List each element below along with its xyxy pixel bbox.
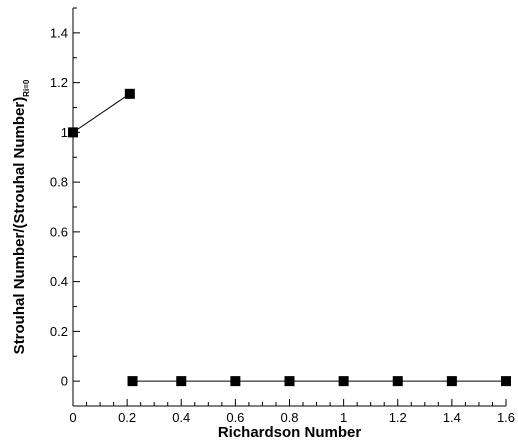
series-line <box>72 93 131 133</box>
data-point <box>284 376 295 387</box>
x-tick-label: 0.2 <box>118 410 136 425</box>
x-tick-label: 0 <box>69 410 76 425</box>
axes <box>72 8 506 407</box>
y-tick-label: 1.2 <box>50 75 68 90</box>
y-tick-label: 1 <box>61 125 68 140</box>
y-tick-label: 0.6 <box>50 224 68 239</box>
x-tick-label: 1.4 <box>443 410 461 425</box>
x-tick-label: 1 <box>340 410 347 425</box>
data-point <box>230 376 241 387</box>
ticks: 0 0.2 0.4 0.6 0.8 1 1.2 1.4 0 0.2 0.4 0.6 0.8 1 1.2 1.4… <box>50 7 515 425</box>
plot-area <box>68 88 511 387</box>
y-axis-title-subscript: Ri=0 <box>22 79 31 97</box>
x-tick-label: 0.6 <box>226 410 244 425</box>
data-point <box>446 376 457 387</box>
data-point <box>501 376 511 387</box>
y-tick-label: 0.2 <box>50 324 68 339</box>
data-point <box>392 376 403 387</box>
x-tick-label: 0.4 <box>172 410 190 425</box>
data-point <box>176 376 187 387</box>
x-tick-label: 0.8 <box>280 410 298 425</box>
y-axis-title-main: Strouhal Number/(Strouhal Number) <box>11 97 28 355</box>
y-tick-label: 0 <box>61 374 68 389</box>
x-tick-label: 1.6 <box>497 410 515 425</box>
y-tick-label: 1.4 <box>50 25 68 40</box>
y-tick-label: 0.8 <box>50 175 68 190</box>
data-point <box>338 376 349 387</box>
x-tick-label: 1.2 <box>389 410 407 425</box>
x-axis-title: Richardson Number <box>218 424 362 441</box>
data-point <box>124 88 135 99</box>
data-point <box>127 376 138 387</box>
data-point <box>68 127 78 138</box>
y-axis-title: Strouhal Number/(Strouhal Number)Ri=0 <box>11 79 31 354</box>
y-tick-label: 0.4 <box>50 274 68 289</box>
